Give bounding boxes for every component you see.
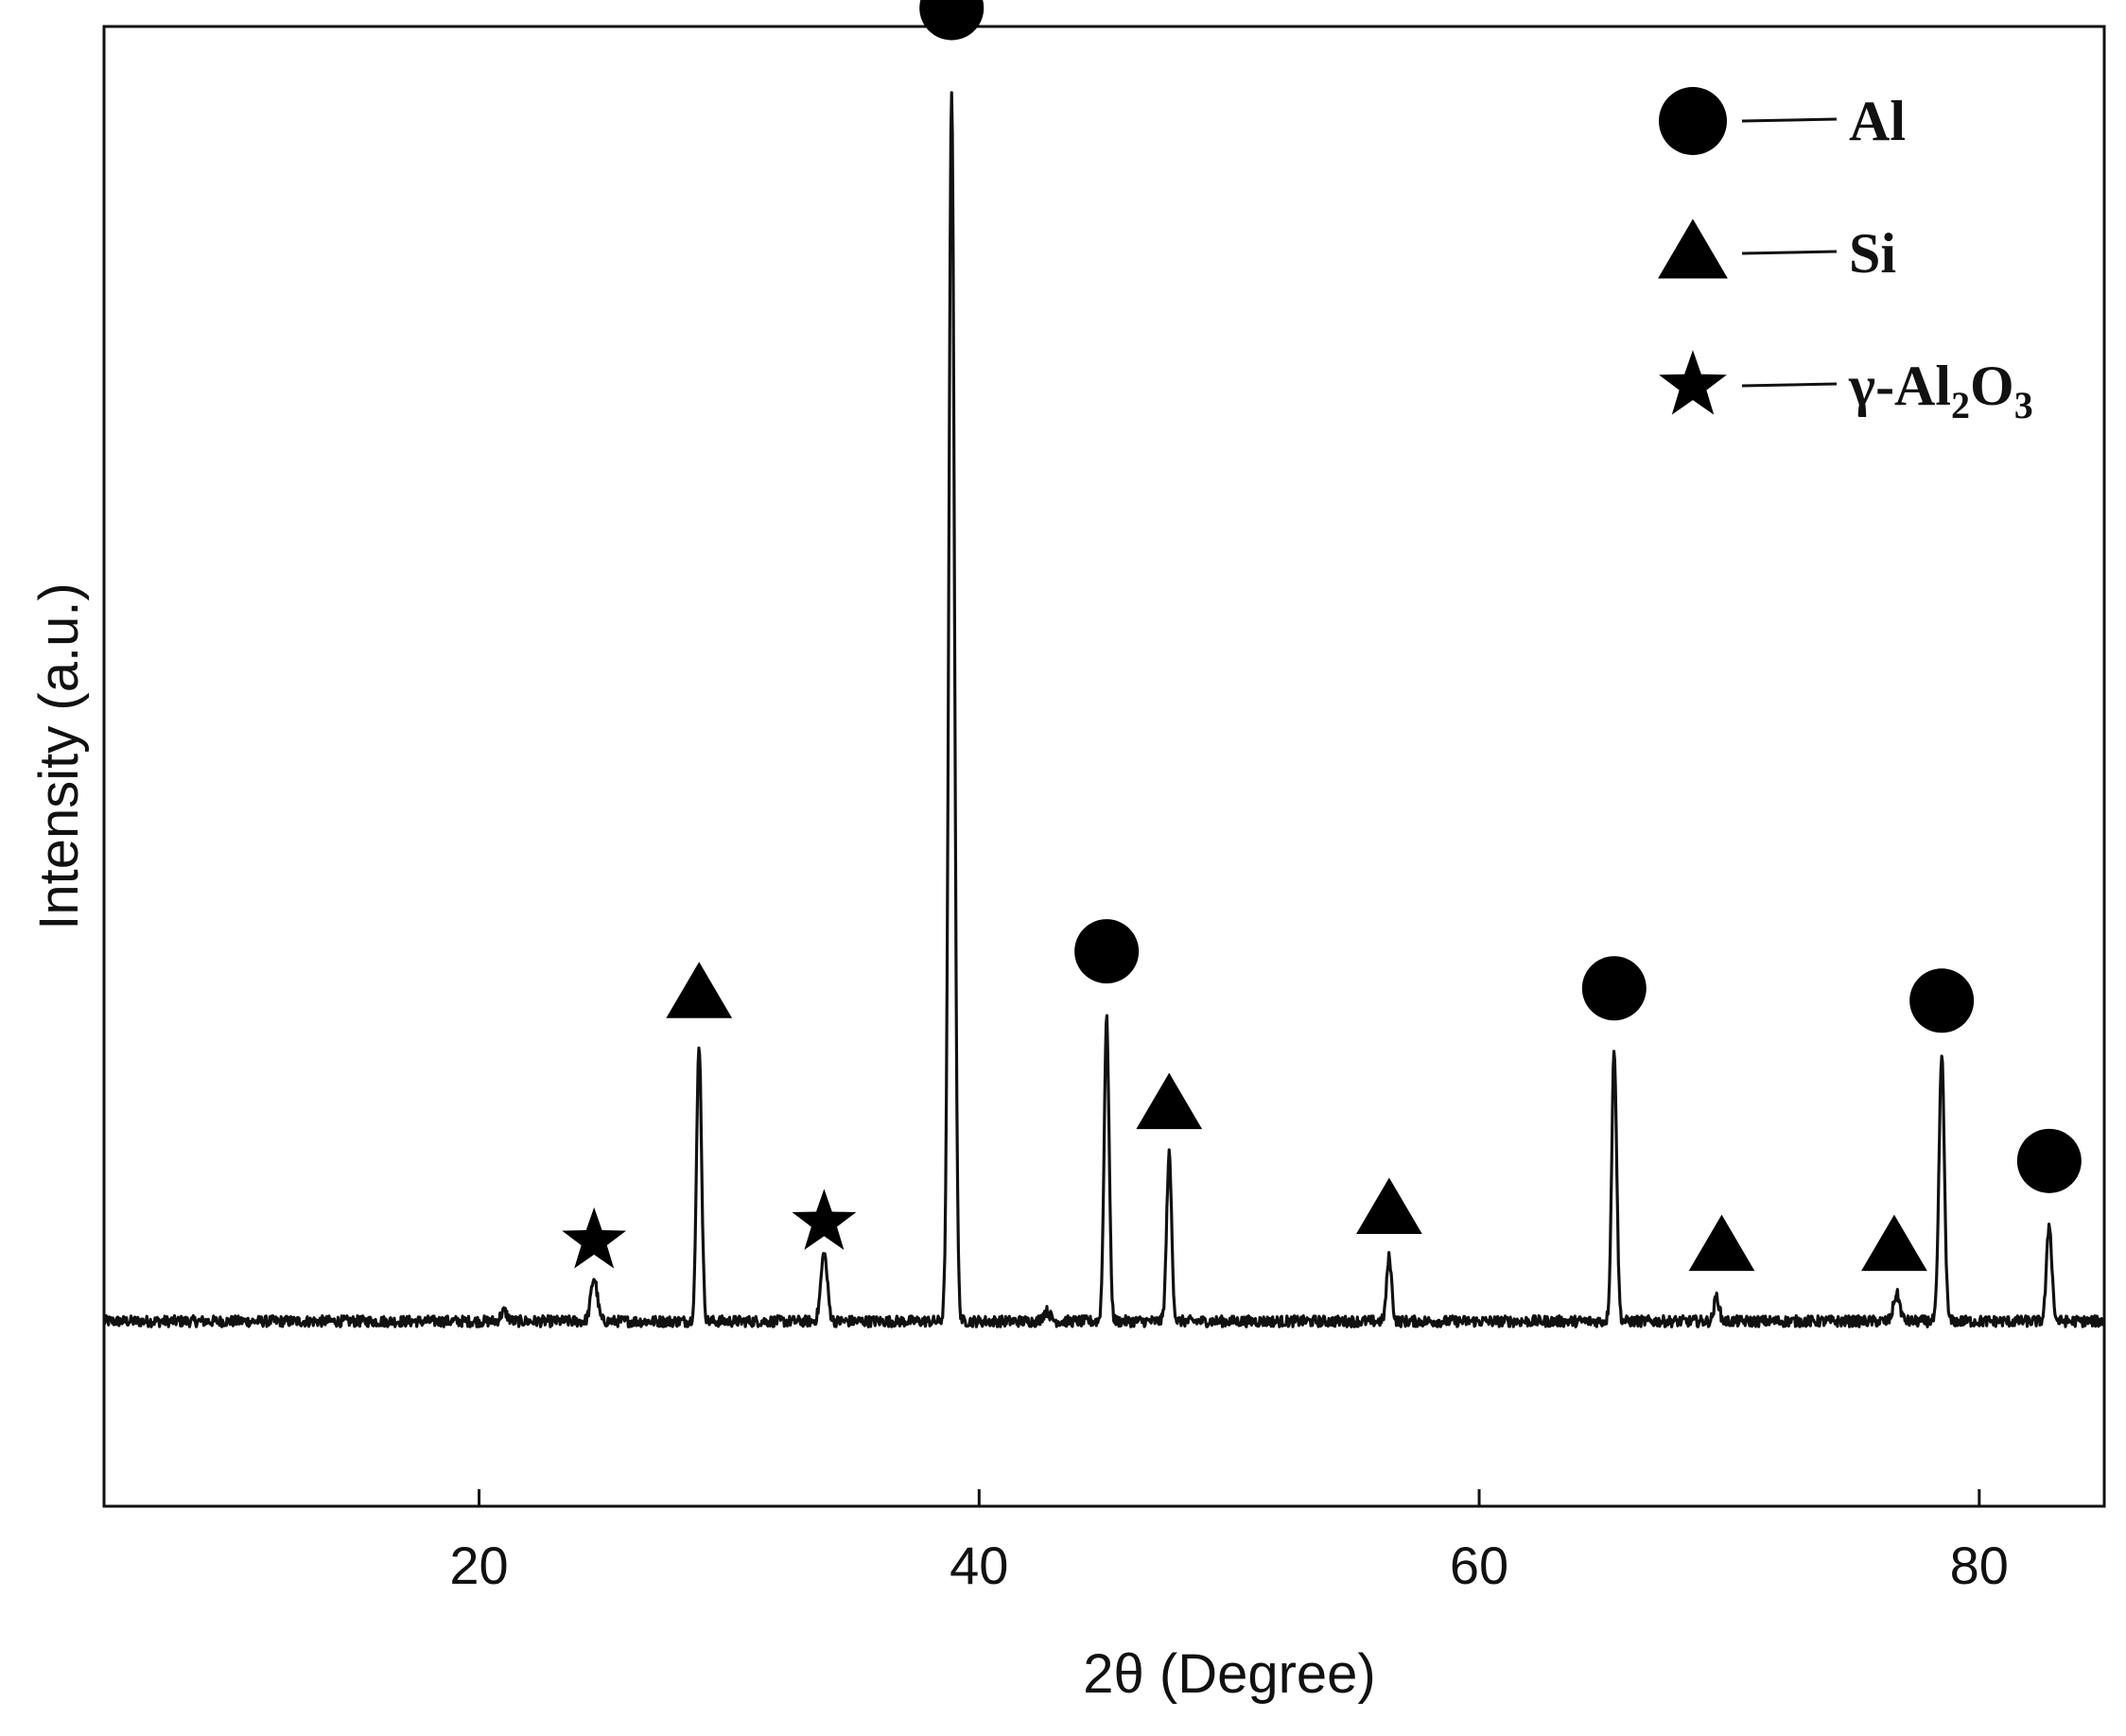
x-ticks: 20 40 60 80: [449, 1489, 2009, 1595]
x-tick-label: 80: [1950, 1536, 2009, 1595]
circle-marker: [919, 0, 985, 41]
legend-triangle-icon: [1658, 218, 1728, 279]
circle-marker: [1074, 919, 1140, 984]
legend: Al Si γ-Al2O3: [1658, 87, 2033, 426]
phase-markers: [562, 0, 2082, 1272]
y-axis-label: Intensity (a.u.): [28, 582, 90, 929]
triangle-marker: [1136, 1072, 1203, 1130]
diffraction-trace-group: [102, 91, 2105, 1328]
diffraction-trace: [102, 91, 2105, 1328]
legend-connector: [1741, 117, 1838, 123]
x-tick-label: 40: [950, 1536, 1008, 1595]
legend-connector: [1741, 382, 1838, 388]
legend-label: γ-Al2O3: [1848, 355, 2033, 426]
triangle-marker: [1861, 1214, 1927, 1272]
circle-marker: [2016, 1128, 2082, 1193]
legend-connector: [1741, 250, 1838, 255]
legend-label: Al: [1849, 90, 1906, 152]
x-tick-label: 60: [1450, 1536, 1508, 1595]
legend-circle-icon: [1659, 87, 1727, 155]
circle-marker: [1909, 968, 1975, 1033]
star-marker: [792, 1189, 857, 1250]
x-axis-label: 2θ (Degree): [1083, 1643, 1375, 1705]
circle-marker: [1581, 956, 1647, 1021]
star-marker: [562, 1207, 627, 1269]
legend-star-icon: [1659, 350, 1727, 415]
triangle-marker: [1356, 1177, 1422, 1234]
triangle-marker: [666, 962, 733, 1018]
plot-frame: [102, 25, 2106, 1508]
x-tick-label: 20: [449, 1536, 508, 1595]
legend-label: Si: [1849, 222, 1896, 285]
triangle-marker: [1688, 1214, 1755, 1272]
